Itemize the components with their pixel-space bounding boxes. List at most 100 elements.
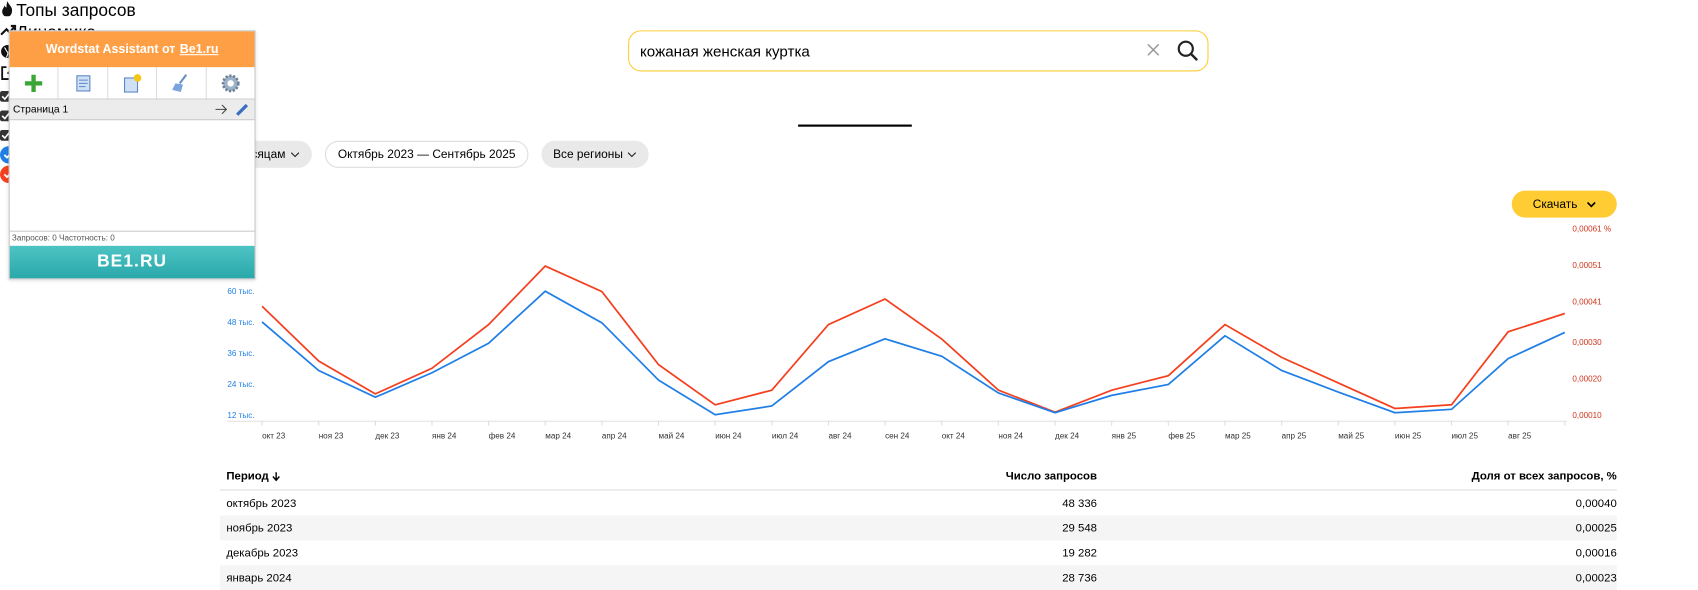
x-tick-label: янв 24: [432, 432, 457, 441]
plus-icon: [25, 74, 43, 92]
date-range-filter[interactable]: Октябрь 2023 — Сентябрь 2025: [324, 140, 529, 168]
x-tick-label: апр 24: [602, 432, 627, 441]
table-row: январь 2024 28 736 0,00023: [219, 565, 1617, 590]
active-tab-underline: [798, 124, 912, 127]
search-box[interactable]: кожаная женская куртка: [628, 30, 1209, 72]
panel-divider: [9, 230, 255, 232]
x-tick-label: июл 25: [1452, 432, 1479, 441]
y-tick-label: 36 тыс.: [227, 349, 254, 358]
table-cell: октябрь 2023: [226, 496, 297, 510]
search-icon[interactable]: [1177, 40, 1199, 62]
header-cell: Число запросов: [768, 470, 1097, 483]
tab-icon: [2, 1, 13, 17]
x-tick-label: мар 24: [545, 432, 571, 441]
clear-icon[interactable]: [1147, 43, 1160, 56]
table-cell: декабрь 2023: [226, 546, 299, 560]
x-tick-label: окт 23: [262, 432, 286, 441]
x-tick-label: июн 24: [715, 432, 742, 441]
x-tick-label: янв 25: [1112, 432, 1137, 441]
arrow-icon[interactable]: [215, 104, 228, 115]
table-cell: 19 282: [1062, 546, 1097, 560]
x-tick-label: май 25: [1338, 432, 1364, 441]
x-tick-label: июн 25: [1395, 432, 1422, 441]
y-tick-label: 60 тыс.: [227, 287, 254, 296]
x-tick-label: фев 25: [1168, 432, 1195, 441]
y-tick-label: 24 тыс.: [227, 380, 254, 389]
x-tick-label: дек 23: [375, 432, 400, 441]
table-cell: 0,00040: [1575, 496, 1617, 510]
copy-button[interactable]: [108, 67, 158, 99]
header-label[interactable]: Период: [226, 469, 269, 483]
table-cell: 29 548: [1062, 521, 1097, 535]
gear-icon: [221, 73, 240, 92]
table-cell: 0,00025: [1575, 521, 1617, 535]
add-button[interactable]: [10, 67, 59, 99]
page-name[interactable]: Страница 1: [12, 103, 69, 116]
y2-tick-label: 0,00041: [1572, 298, 1602, 307]
checkbox: [0, 129, 11, 141]
assistant-panel: Wordstat Assistant от Be1.ru Страница 1 З…: [8, 30, 256, 280]
table-cell: ноябрь 2023: [226, 521, 293, 535]
table-row: ноябрь 2023 29 548 0,00025: [219, 515, 1617, 541]
panel-toolbar: [9, 67, 255, 100]
edit-icon[interactable]: [235, 102, 250, 117]
x-tick-label: апр 25: [1282, 432, 1307, 441]
table-cell: январь 2024: [226, 571, 292, 585]
doc-icon: [75, 74, 90, 91]
region-label[interactable]: Все регионы: [553, 147, 623, 161]
y2-tick-label: 0,00020: [1572, 374, 1602, 383]
y-tick-label: 12 тыс.: [227, 411, 254, 420]
header-label: Доля от всех запросов, %: [1471, 469, 1617, 483]
x-tick-label: ноя 23: [319, 432, 344, 441]
table-row: декабрь 2023 19 282 0,00016: [220, 540, 1617, 565]
header-label: Число запросов: [1005, 469, 1097, 483]
date-range-label[interactable]: Октябрь 2023 — Сентябрь 2025: [337, 147, 516, 161]
panel-title: Wordstat Assistant от: [45, 42, 176, 56]
search-query[interactable]: кожаная женская куртка: [639, 42, 810, 60]
series-line: [261, 265, 1566, 414]
panel-footer: Запросов: 0 Частотность: 0: [11, 232, 115, 243]
y-tick-label: 48 тыс.: [227, 318, 254, 327]
chevron: [290, 151, 299, 157]
chevron: [1586, 201, 1596, 207]
list-button[interactable]: [59, 67, 109, 99]
x-tick-label: дек 24: [1055, 432, 1080, 441]
table-cell: 28 736: [1062, 571, 1097, 585]
settings-button[interactable]: [206, 67, 254, 98]
x-tick-label: фев 24: [489, 432, 516, 441]
x-tick-label: авг 24: [828, 432, 852, 441]
header-cell[interactable]: Период: [220, 470, 768, 483]
page-row[interactable]: Страница 1: [9, 99, 255, 121]
broom-icon: [172, 73, 188, 92]
download-label[interactable]: Скачать: [1532, 197, 1578, 211]
tab[interactable]: Топы запросов: [0, 0, 1698, 22]
check-icon: [1, 112, 10, 120]
y2-tick-label: 0,00061 %: [1572, 225, 1611, 234]
table-header: Период Число запросов Доля от всех запросо…: [219, 463, 1617, 491]
checkbox: [0, 90, 11, 102]
region-filter[interactable]: Все регионы: [541, 140, 649, 168]
x-tick-label: сен 24: [885, 432, 910, 441]
check-icon: [1, 93, 10, 101]
panel-link[interactable]: Be1.ru: [179, 42, 219, 56]
panel-header: Wordstat Assistant от Be1.ru: [9, 31, 255, 68]
check-icon: [1, 132, 10, 140]
table-cell: 0,00016: [1575, 546, 1617, 560]
y2-tick-label: 0,00051: [1572, 261, 1602, 270]
sort-icon: [272, 471, 281, 481]
panel-logo[interactable]: BE1.RU: [9, 245, 255, 279]
series-line: [261, 290, 1566, 416]
table-row: октябрь 2023 48 336 0,00040: [220, 491, 1617, 516]
clear-button[interactable]: [157, 67, 207, 99]
chevron: [627, 151, 637, 157]
download-button[interactable]: Скачать: [1511, 190, 1617, 218]
tab-label[interactable]: Топы запросов: [16, 2, 136, 21]
tab-icon: [0, 24, 17, 36]
table-cell: 48 336: [1062, 496, 1097, 510]
x-tick-label: ноя 24: [998, 432, 1023, 441]
x-tick-label: авг 25: [1508, 432, 1532, 441]
y2-tick-label: 0,00030: [1572, 338, 1602, 347]
